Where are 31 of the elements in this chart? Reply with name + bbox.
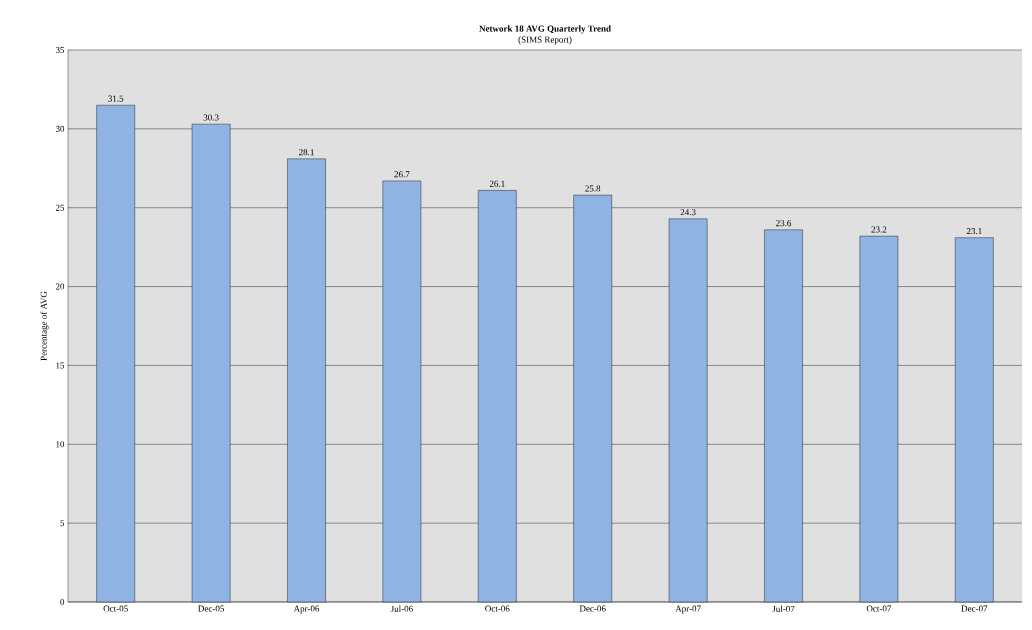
y-tick-label: 15: [56, 362, 65, 369]
x-tick-label: Dec-07: [961, 605, 988, 612]
x-tick-label: Apr-07: [675, 605, 701, 614]
y-tick-label: 25: [55, 204, 65, 211]
y-tick-label: 0: [60, 598, 65, 606]
x-tick-label: Dec-05: [198, 605, 225, 612]
x-tick-label: Jul-06: [390, 605, 413, 612]
y-tick-label: 35: [55, 46, 65, 54]
data-label: 23.2: [871, 226, 887, 233]
y-tick-label: 10: [56, 441, 65, 448]
data-label: 24.3: [680, 209, 696, 216]
y-tick-label: 20: [55, 283, 65, 290]
data-label: 30.3: [203, 114, 219, 121]
data-label: 23.6: [776, 220, 792, 227]
data-label: 26.1: [489, 180, 505, 187]
data-label: 26.7: [394, 171, 410, 178]
data-label: 25.8: [585, 185, 601, 192]
x-tick-label: Apr-06: [293, 605, 320, 614]
y-axis-title: Percentage of AVG: [40, 291, 49, 361]
x-tick-label: Oct-06: [485, 605, 510, 612]
y-tick-label: 5: [60, 520, 65, 527]
data-label: 31.5: [108, 95, 124, 102]
x-tick-label: Oct-07: [866, 605, 892, 612]
chart-title: Network 18 AVG Quarterly Trend: [479, 25, 611, 34]
data-label: 23.1: [966, 228, 982, 235]
x-tick-label: Dec-06: [579, 605, 606, 612]
data-label: 28.1: [299, 149, 314, 156]
y-tick-label: 30: [55, 125, 65, 132]
x-tick-label: Jul-07: [772, 605, 795, 612]
x-tick-label: Oct-05: [103, 605, 128, 612]
chart-subtitle: (SIMS Report): [518, 36, 572, 45]
